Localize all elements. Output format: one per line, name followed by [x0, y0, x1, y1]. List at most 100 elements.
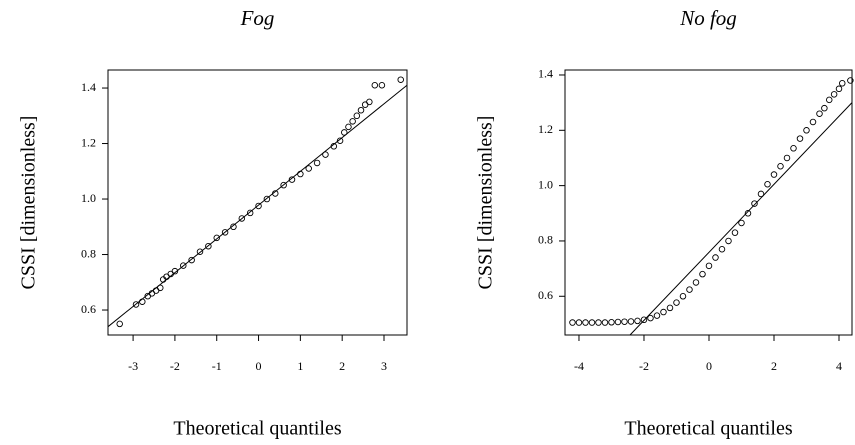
- x-tick-label: 0: [706, 359, 712, 373]
- point: [838, 80, 846, 87]
- point: [366, 98, 373, 106]
- point: [770, 171, 778, 178]
- x-tick-label: 1: [297, 359, 303, 373]
- y-tick-label: 1.2: [81, 135, 96, 149]
- y-tick-label: 1.4: [538, 67, 553, 81]
- point: [139, 298, 146, 305]
- plot-frame: [564, 69, 853, 336]
- point: [280, 181, 287, 189]
- point: [725, 237, 732, 245]
- y-tick-label: 0.8: [538, 233, 553, 247]
- point: [397, 76, 404, 83]
- point: [297, 170, 304, 178]
- point: [686, 286, 693, 293]
- point: [263, 195, 271, 203]
- point: [157, 284, 164, 292]
- chart-title: Fog: [240, 6, 275, 30]
- point: [705, 262, 713, 270]
- point: [349, 118, 356, 125]
- point: [640, 316, 648, 324]
- point: [588, 319, 596, 326]
- point: [238, 215, 246, 222]
- x-tick-label: 2: [771, 359, 777, 373]
- point: [757, 190, 765, 198]
- x-tick-label: -1: [212, 359, 222, 373]
- point: [751, 200, 758, 207]
- point: [171, 267, 179, 275]
- point: [777, 163, 784, 170]
- point: [305, 165, 312, 172]
- y-tick-label: 1.0: [538, 177, 553, 191]
- point: [634, 317, 641, 325]
- x-tick-label: -4: [574, 359, 584, 373]
- point: [608, 319, 615, 326]
- x-tick-label: -3: [128, 359, 138, 373]
- point: [764, 180, 771, 188]
- point: [330, 143, 338, 150]
- point: [345, 123, 352, 131]
- point: [731, 229, 739, 236]
- y-tick-label: 0.6: [81, 302, 96, 316]
- point: [712, 254, 719, 261]
- x-tick-label: 0: [256, 359, 262, 373]
- point: [673, 299, 680, 306]
- point: [744, 210, 752, 217]
- y-axis-label: CSSI [dimensionless]: [475, 116, 497, 290]
- point: [221, 229, 229, 236]
- x-axis-label: Theoretical quantiles: [173, 418, 341, 440]
- point: [692, 279, 700, 286]
- y-tick-label: 1.0: [81, 191, 96, 205]
- point: [230, 223, 237, 231]
- point: [601, 319, 609, 326]
- point: [809, 118, 817, 126]
- point: [336, 137, 344, 145]
- point: [569, 319, 576, 326]
- point: [847, 77, 854, 84]
- point: [653, 312, 661, 319]
- point: [180, 262, 187, 269]
- y-tick-label: 1.4: [81, 80, 96, 94]
- y-tick-label: 1.2: [538, 122, 553, 136]
- chart-title: No fog: [679, 6, 737, 30]
- point: [272, 190, 279, 197]
- point: [595, 319, 602, 326]
- point: [796, 135, 804, 142]
- point: [288, 176, 296, 183]
- point: [790, 145, 797, 152]
- point: [614, 318, 622, 326]
- reference-line: [629, 102, 852, 335]
- point: [803, 127, 810, 134]
- point: [341, 129, 348, 136]
- point: [188, 256, 195, 264]
- point: [378, 82, 386, 89]
- point: [575, 319, 583, 326]
- y-tick-label: 0.8: [81, 246, 96, 260]
- point: [132, 301, 140, 308]
- point: [825, 96, 833, 104]
- point: [821, 104, 828, 112]
- point: [322, 151, 329, 158]
- point: [246, 209, 254, 217]
- point: [627, 318, 635, 325]
- point: [371, 82, 379, 89]
- point: [816, 110, 823, 117]
- point: [621, 318, 628, 325]
- point: [738, 219, 745, 227]
- point: [353, 112, 361, 120]
- x-tick-label: -2: [639, 359, 649, 373]
- x-tick-label: 3: [381, 359, 387, 373]
- point: [679, 293, 687, 300]
- point: [835, 85, 843, 93]
- point: [116, 320, 123, 328]
- point: [196, 248, 204, 256]
- point: [783, 154, 791, 162]
- x-tick-label: -2: [170, 359, 180, 373]
- point: [213, 234, 220, 242]
- point: [660, 308, 667, 316]
- x-axis-label: Theoretical quantiles: [624, 418, 792, 440]
- plot-frame: [107, 69, 408, 336]
- point: [582, 319, 589, 326]
- point: [718, 245, 726, 253]
- point: [830, 91, 838, 98]
